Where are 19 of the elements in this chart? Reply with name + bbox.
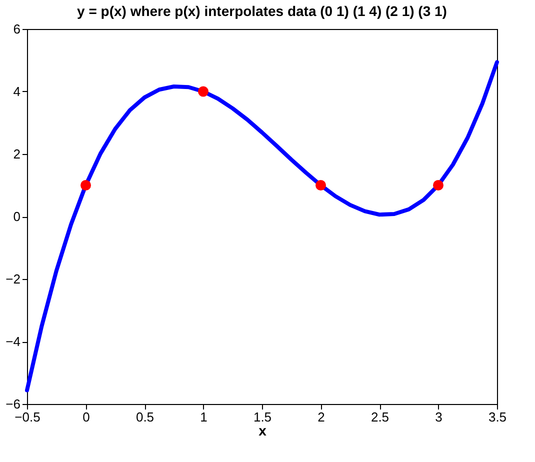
- x-tick-label: 3.5: [488, 410, 507, 424]
- line-series: [25, 60, 499, 392]
- y-tick-label: 2: [13, 146, 20, 162]
- y-tick-label: −2: [6, 272, 20, 286]
- x-tick-label: 2.5: [370, 410, 390, 424]
- x-tick-label: 0.5: [136, 410, 154, 424]
- y-tick-label: −6: [6, 396, 20, 412]
- x-tick-label: 0: [82, 410, 90, 424]
- y-tick-label: 4: [13, 84, 20, 99]
- x-axis-title: x: [258, 422, 267, 438]
- x-tick-label: 2: [318, 410, 325, 424]
- x-tick-label: 1: [200, 410, 208, 424]
- x-tick-label: −0.5: [14, 410, 40, 424]
- chart-title: y = p(x) where p(x) interpolates data (0 1) (1 4) (2 1) (3 1): [77, 3, 447, 19]
- y-tick-label: 0: [13, 209, 20, 224]
- y-tick-label: −4: [6, 334, 20, 349]
- x-tick-label: 3: [435, 410, 442, 424]
- x-tick-label: 1.5: [253, 410, 272, 424]
- y-tick-label: 6: [13, 22, 20, 36]
